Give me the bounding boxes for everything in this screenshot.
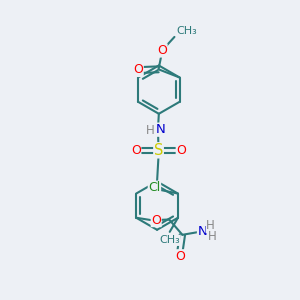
Text: O: O [175,250,185,263]
Text: CH₃: CH₃ [159,236,180,245]
Text: N: N [156,123,166,136]
Text: H: H [146,124,155,137]
Text: O: O [151,214,161,226]
Text: O: O [157,44,167,57]
Text: CH₃: CH₃ [177,26,197,36]
Text: H: H [208,230,216,243]
Text: O: O [131,144,141,157]
Text: O: O [176,144,186,157]
Text: H: H [206,220,215,232]
Text: O: O [133,63,143,76]
Text: Cl: Cl [148,181,160,194]
Text: N: N [197,225,207,238]
Text: S: S [154,143,163,158]
